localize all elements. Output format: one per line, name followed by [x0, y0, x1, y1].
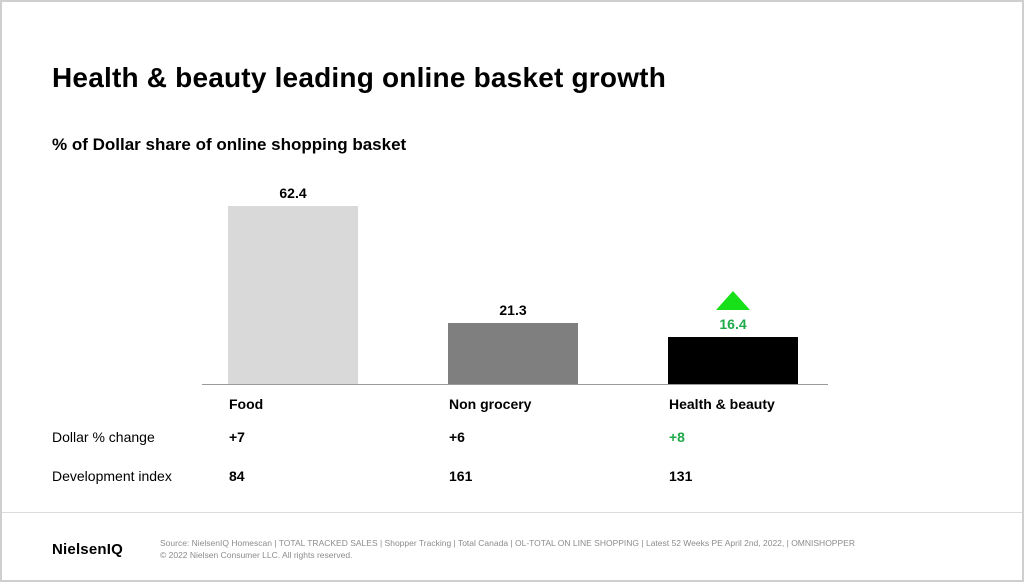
row-label-dollar-change: Dollar % change [52, 429, 155, 445]
source-line: Source: NielsenIQ Homescan | TOTAL TRACK… [160, 538, 855, 548]
category-label-non-grocery: Non grocery [449, 396, 532, 412]
bar-health-beauty [668, 337, 798, 384]
footer-divider [2, 512, 1022, 513]
copyright-line: © 2022 Nielsen Consumer LLC. All rights … [160, 550, 353, 560]
dollar-change-non-grocery: +6 [449, 429, 465, 445]
chart-baseline [202, 384, 828, 385]
row-label-development-index: Development index [52, 468, 172, 484]
chart-subtitle: % of Dollar share of online shopping bas… [52, 135, 407, 154]
bar-value-non-grocery: 21.3 [499, 302, 527, 318]
development-index-health-beauty: 131 [669, 468, 693, 484]
category-label-food: Food [229, 396, 264, 412]
bar-food [228, 206, 358, 384]
dollar-change-food: +7 [229, 429, 245, 445]
bar-value-food: 62.4 [279, 185, 307, 201]
dollar-change-health-beauty: +8 [669, 429, 685, 445]
up-triangle-icon [716, 291, 750, 310]
page-title: Health & beauty leading online basket gr… [52, 62, 666, 93]
category-label-health-beauty: Health & beauty [669, 396, 775, 412]
source-note: Source: NielsenIQ Homescan | TOTAL TRACK… [160, 537, 855, 561]
bar-non-grocery [448, 323, 578, 384]
nielseniq-logo: NielsenIQ [52, 541, 123, 558]
development-index-non-grocery: 161 [449, 468, 473, 484]
development-index-food: 84 [229, 468, 245, 484]
bar-value-health-beauty: 16.4 [719, 316, 747, 332]
